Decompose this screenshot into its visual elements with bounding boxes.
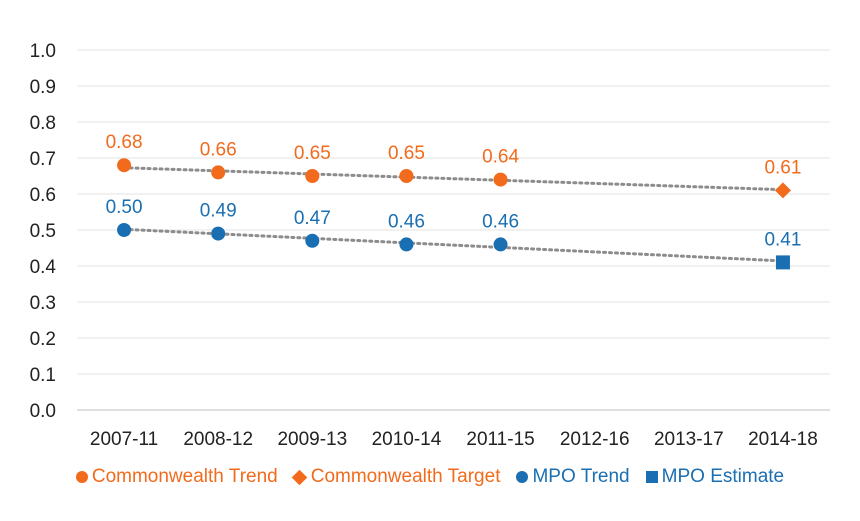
data-point-circle	[399, 237, 414, 252]
legend-label: Commonwealth Trend	[91, 466, 278, 487]
data-label: 0.49	[200, 201, 237, 222]
x-tick-label: 2013-17	[654, 429, 724, 450]
data-label: 0.47	[294, 208, 331, 229]
legend-label: Commonwealth Target	[310, 466, 501, 487]
chart-legend: Commonwealth Trend Commonwealth Target M…	[0, 462, 860, 492]
data-label: 0.65	[294, 143, 331, 164]
data-label: 0.64	[482, 147, 519, 168]
legend-item-mpo-trend[interactable]: MPO Trend	[516, 466, 630, 488]
y-tick-label: 0.2	[30, 329, 56, 350]
data-label: 0.65	[388, 143, 425, 164]
legend-label: MPO Estimate	[661, 466, 785, 487]
trendline	[122, 227, 785, 263]
x-tick-label: 2011-15	[466, 429, 534, 450]
y-tick-label: 0.4	[30, 257, 57, 278]
data-point-square	[775, 255, 790, 270]
data-point-circle	[211, 226, 226, 241]
data-point-circle	[305, 233, 320, 248]
data-point-circle	[117, 158, 132, 173]
y-tick-label: 0.9	[30, 77, 56, 98]
y-tick-label: 0.6	[30, 185, 56, 206]
y-tick-label: 0.0	[30, 401, 56, 422]
x-tick-label: 2010-14	[372, 429, 442, 450]
legend-item-commonwealth-trend[interactable]: Commonwealth Trend	[75, 466, 278, 488]
y-tick-label: 0.1	[30, 365, 56, 386]
data-point-circle	[117, 223, 132, 237]
chart-plot: 0.0 0.1 0.2 0.3 0.4 0.5 0.6 0.7 0.8 0.9 1.0 2007-11…	[30, 41, 830, 450]
legend-item-mpo-estimate[interactable]: MPO Estimate	[645, 466, 785, 488]
x-tick-label: 2007-11	[90, 429, 158, 450]
legend-circle-icon	[516, 471, 529, 483]
y-tick-label: 0.3	[30, 293, 56, 314]
data-point-circle	[399, 169, 414, 183]
data-point-circle	[493, 237, 508, 252]
x-tick-label: 2009-13	[277, 429, 347, 450]
data-label: 0.66	[200, 139, 237, 160]
legend-diamond-icon	[291, 469, 308, 485]
legend-circle-icon	[75, 471, 88, 483]
trendline	[122, 166, 785, 192]
y-tick-label: 0.8	[30, 113, 56, 134]
x-tick-label: 2008-12	[183, 429, 253, 450]
data-label: 0.61	[764, 157, 801, 178]
data-label: 0.41	[764, 229, 801, 250]
legend-label: MPO Trend	[532, 466, 630, 487]
data-label: 0.46	[388, 211, 425, 232]
x-tick-label: 2012-16	[560, 429, 630, 450]
y-tick-label: 0.5	[30, 221, 56, 242]
data-point-circle	[493, 172, 508, 187]
y-tick-label: 0.7	[30, 149, 56, 170]
y-tick-label: 1.0	[30, 41, 56, 62]
x-tick-label: 2014-18	[748, 429, 818, 450]
data-label: 0.46	[482, 211, 519, 232]
data-label: 0.68	[106, 132, 143, 153]
data-label: 0.50	[106, 197, 143, 218]
legend-square-icon	[645, 471, 658, 483]
legend-item-commonwealth-target[interactable]: Commonwealth Target	[291, 466, 501, 488]
data-point-diamond	[774, 182, 791, 199]
data-point-circle	[305, 169, 320, 183]
data-point-circle	[211, 165, 226, 180]
